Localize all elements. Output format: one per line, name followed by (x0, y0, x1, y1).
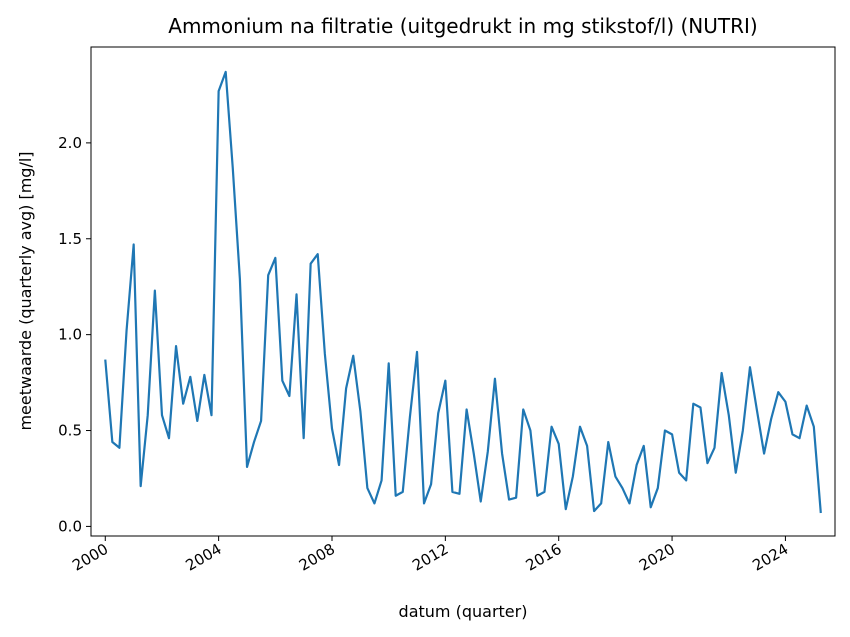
y-tick-label: 1.0 (58, 326, 82, 344)
y-axis-ticks: 0.0 0.5 1.0 1.5 2.0 (58, 134, 91, 535)
y-tick-label: 2.0 (58, 134, 82, 152)
plot-frame (90, 46, 836, 537)
y-tick-label: 1.5 (58, 230, 82, 248)
x-axis-label: datum (quarter) (399, 602, 528, 621)
chart-title: Ammonium na filtratie (uitgedrukt in mg … (168, 14, 757, 38)
y-tick-label: 0.5 (58, 422, 82, 440)
series-line (104, 70, 822, 514)
y-tick-label: 0.0 (58, 517, 82, 535)
y-axis-label: meetwaarde (quarterly avg) [mg/l] (16, 151, 35, 430)
